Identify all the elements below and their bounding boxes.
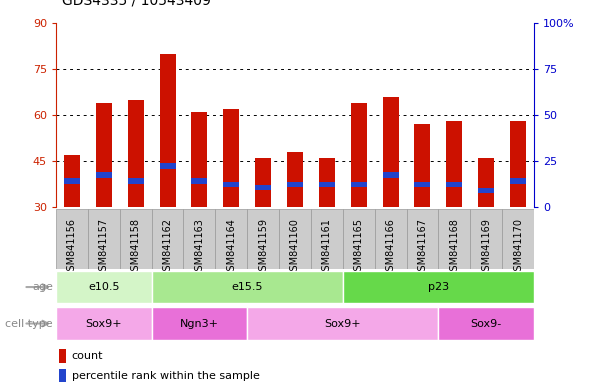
Text: Sox9+: Sox9+ bbox=[86, 318, 122, 329]
FancyBboxPatch shape bbox=[56, 271, 152, 303]
FancyBboxPatch shape bbox=[247, 209, 279, 269]
Bar bbox=[478, 158, 494, 207]
Text: GSM841168: GSM841168 bbox=[450, 218, 459, 277]
Bar bbox=[59, 369, 66, 382]
Text: GSM841164: GSM841164 bbox=[227, 218, 236, 277]
FancyBboxPatch shape bbox=[343, 271, 534, 303]
Bar bbox=[159, 54, 176, 207]
FancyBboxPatch shape bbox=[438, 209, 470, 269]
Text: cell type: cell type bbox=[5, 318, 53, 329]
Bar bbox=[255, 185, 271, 190]
Bar bbox=[319, 182, 335, 187]
FancyBboxPatch shape bbox=[502, 209, 534, 269]
Text: GSM841166: GSM841166 bbox=[386, 218, 395, 277]
FancyBboxPatch shape bbox=[470, 209, 502, 269]
Text: GSM841159: GSM841159 bbox=[258, 218, 268, 277]
Bar bbox=[478, 188, 494, 193]
Text: GSM841156: GSM841156 bbox=[67, 218, 77, 277]
Text: GSM841162: GSM841162 bbox=[163, 218, 172, 277]
Bar bbox=[510, 179, 526, 184]
Text: Sox9-: Sox9- bbox=[471, 318, 502, 329]
Bar bbox=[127, 179, 143, 184]
Text: GSM841157: GSM841157 bbox=[99, 218, 109, 277]
Bar bbox=[350, 182, 366, 187]
FancyBboxPatch shape bbox=[56, 209, 88, 269]
FancyBboxPatch shape bbox=[183, 209, 215, 269]
Text: Ngn3+: Ngn3+ bbox=[180, 318, 219, 329]
Bar bbox=[287, 182, 303, 187]
FancyBboxPatch shape bbox=[375, 209, 407, 269]
Bar bbox=[223, 182, 240, 187]
Bar bbox=[414, 124, 431, 207]
FancyBboxPatch shape bbox=[311, 209, 343, 269]
Bar bbox=[510, 121, 526, 207]
Text: GSM841170: GSM841170 bbox=[513, 218, 523, 277]
Text: count: count bbox=[71, 351, 103, 361]
FancyBboxPatch shape bbox=[56, 307, 152, 340]
Bar bbox=[287, 152, 303, 207]
Bar bbox=[447, 182, 463, 187]
FancyBboxPatch shape bbox=[152, 307, 247, 340]
FancyBboxPatch shape bbox=[247, 307, 438, 340]
Bar bbox=[350, 103, 366, 207]
Bar bbox=[382, 97, 399, 207]
Text: GSM841161: GSM841161 bbox=[322, 218, 332, 277]
Text: GSM841167: GSM841167 bbox=[418, 218, 427, 277]
Text: percentile rank within the sample: percentile rank within the sample bbox=[71, 371, 260, 381]
Text: GDS4335 / 10543409: GDS4335 / 10543409 bbox=[62, 0, 211, 8]
Text: e15.5: e15.5 bbox=[231, 282, 263, 292]
Bar bbox=[64, 179, 80, 184]
Bar bbox=[64, 155, 80, 207]
FancyBboxPatch shape bbox=[152, 271, 343, 303]
Bar bbox=[255, 158, 271, 207]
Text: age: age bbox=[32, 282, 53, 292]
Text: Sox9+: Sox9+ bbox=[324, 318, 361, 329]
Text: GSM841163: GSM841163 bbox=[195, 218, 204, 277]
FancyBboxPatch shape bbox=[343, 209, 375, 269]
Bar bbox=[127, 100, 143, 207]
FancyBboxPatch shape bbox=[152, 209, 183, 269]
Bar bbox=[96, 103, 112, 207]
Bar bbox=[319, 158, 335, 207]
Bar bbox=[414, 182, 431, 187]
Bar bbox=[223, 109, 240, 207]
Bar bbox=[96, 172, 112, 178]
Bar bbox=[382, 172, 399, 178]
Text: GSM841169: GSM841169 bbox=[481, 218, 491, 277]
Text: GSM841165: GSM841165 bbox=[354, 218, 363, 277]
Bar bbox=[159, 163, 176, 169]
FancyBboxPatch shape bbox=[438, 307, 534, 340]
Text: e10.5: e10.5 bbox=[88, 282, 120, 292]
Bar bbox=[191, 112, 208, 207]
Bar bbox=[59, 349, 66, 363]
Bar bbox=[447, 121, 463, 207]
FancyBboxPatch shape bbox=[407, 209, 438, 269]
Text: GSM841160: GSM841160 bbox=[290, 218, 300, 277]
FancyBboxPatch shape bbox=[215, 209, 247, 269]
FancyBboxPatch shape bbox=[88, 209, 120, 269]
Bar bbox=[191, 179, 208, 184]
FancyBboxPatch shape bbox=[120, 209, 152, 269]
Text: GSM841158: GSM841158 bbox=[131, 218, 140, 277]
Text: p23: p23 bbox=[428, 282, 449, 292]
FancyBboxPatch shape bbox=[279, 209, 311, 269]
